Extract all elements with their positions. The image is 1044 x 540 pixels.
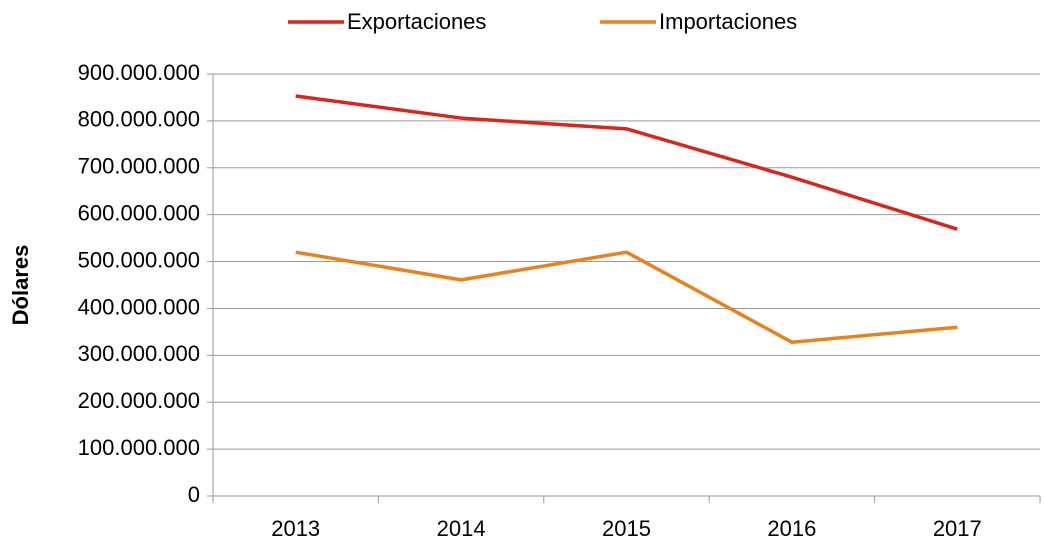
series-line [295, 250, 958, 344]
y-tick-label: 500.000.000 [78, 247, 200, 272]
y-tick-label: 300.000.000 [78, 341, 200, 366]
series-line [295, 94, 958, 231]
legend-label: Importaciones [659, 9, 797, 34]
y-axis-label: Dólares [8, 245, 33, 326]
y-tick-label: 0 [188, 482, 200, 507]
x-tick-label: 2014 [437, 516, 486, 540]
y-tick-label: 200.000.000 [78, 388, 200, 413]
y-tick-label: 100.000.000 [78, 435, 200, 460]
y-tick-label: 800.000.000 [78, 107, 200, 132]
legend-label: Exportaciones [347, 9, 486, 34]
y-tick-label: 600.000.000 [78, 200, 200, 225]
x-tick-label: 2016 [767, 516, 816, 540]
x-tick-label: 2017 [933, 516, 982, 540]
y-tick-label: 700.000.000 [78, 154, 200, 179]
y-tick-label: 900.000.000 [78, 60, 200, 85]
x-tick-label: 2013 [271, 516, 320, 540]
x-tick-label: 2015 [602, 516, 651, 540]
y-tick-label: 400.000.000 [78, 294, 200, 319]
